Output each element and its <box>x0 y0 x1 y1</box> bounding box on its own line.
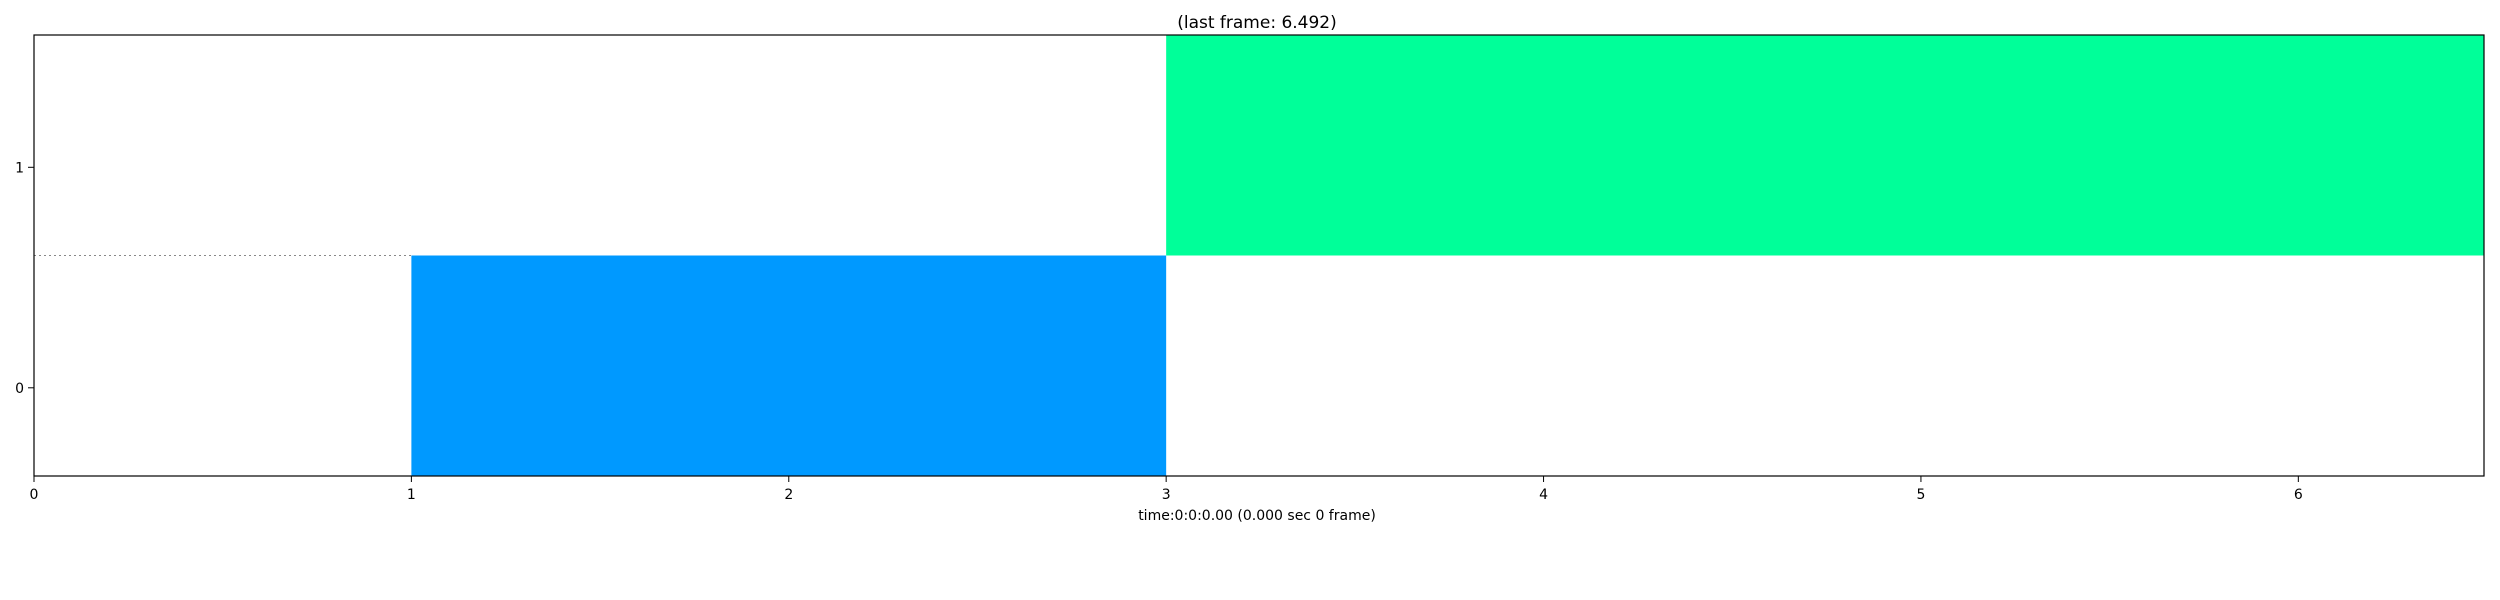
x-tick-label: 0 <box>30 487 39 503</box>
x-tick-label: 4 <box>1539 487 1548 503</box>
segment-bar-row-0-0 <box>411 255 1167 476</box>
x-tick-label: 2 <box>784 487 793 503</box>
y-tick-label: 0 <box>15 381 24 397</box>
segment-bar-row-1-1 <box>1166 35 2484 256</box>
y-axis-ticks: 01 <box>15 160 34 397</box>
y-tick-label: 1 <box>15 160 24 176</box>
x-tick-label: 3 <box>1162 487 1171 503</box>
segments-layer <box>411 35 2484 476</box>
chart-title: (last frame: 6.492) <box>1177 13 1337 33</box>
x-axis-ticks: 0 1 2 3 4 5 6 <box>30 476 2303 503</box>
x-tick-label: 1 <box>407 487 416 503</box>
x-tick-label: 5 <box>1916 487 1925 503</box>
x-tick-label: 6 <box>2294 487 2303 503</box>
plot-frame <box>33 34 2485 477</box>
x-axis-label: time:0:0:0.00 (0.000 sec 0 frame) <box>1138 508 1376 524</box>
